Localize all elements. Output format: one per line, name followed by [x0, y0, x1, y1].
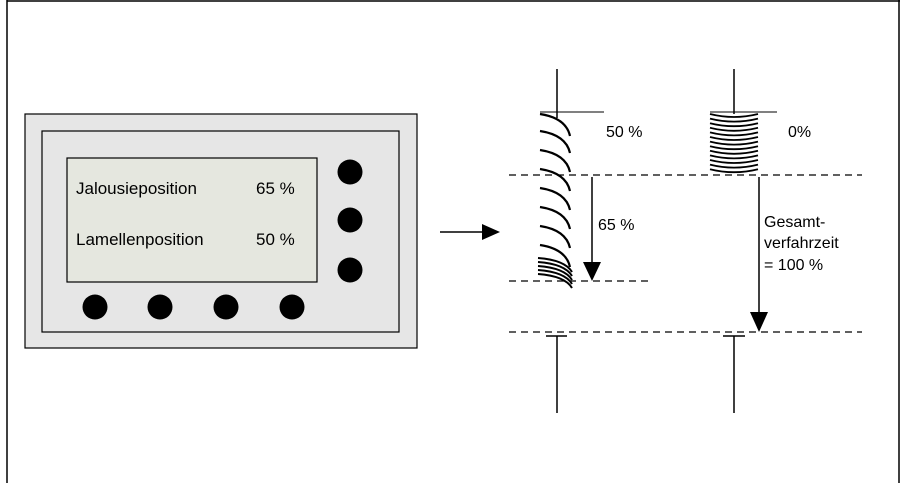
- display-row2-label: Lamellenposition: [76, 230, 204, 249]
- right-slat: [709, 168, 759, 174]
- control-panel: Jalousieposition 65 % Lamellenposition 5…: [24, 113, 418, 349]
- display-row2-value: 50 %: [256, 230, 295, 249]
- right-slat: [709, 117, 759, 123]
- bottom-button-4[interactable]: [279, 294, 305, 320]
- right-slat: [709, 163, 759, 169]
- right-total-travel-label-1: Gesamt-: [764, 214, 825, 231]
- right-travel-arrowhead: [750, 312, 768, 332]
- right-slat: [709, 159, 759, 164]
- right-slat: [709, 149, 759, 155]
- right-slat: [709, 131, 759, 137]
- left-slat: [537, 261, 573, 277]
- reference-lines: [509, 174, 862, 333]
- bottom-button-2[interactable]: [147, 294, 173, 320]
- left-slat: [537, 257, 573, 273]
- left-slat: [539, 186, 572, 211]
- right-total-travel-label-3: = 100 %: [764, 257, 823, 274]
- left-slat-angle-label: 50 %: [606, 124, 642, 141]
- right-slat: [709, 145, 759, 151]
- left-blind: 50 % 65 %: [537, 69, 642, 413]
- left-slat: [539, 112, 572, 137]
- right-slat: [709, 126, 759, 132]
- bottom-button-1[interactable]: [82, 294, 108, 320]
- left-blind-slats: [537, 112, 573, 289]
- right-slat: [709, 140, 759, 146]
- right-blind: 0% Gesamt- verfahrzeit = 100 %: [709, 69, 839, 413]
- pointer-arrow: [440, 224, 500, 240]
- side-button-2[interactable]: [337, 207, 363, 233]
- left-slat: [537, 265, 573, 281]
- left-slat: [539, 243, 572, 268]
- left-slat: [539, 205, 572, 230]
- left-slat: [539, 167, 572, 192]
- left-travel-label: 65 %: [598, 217, 634, 234]
- right-total-travel-label-2: verfahrzeit: [764, 235, 839, 252]
- panel-display: [66, 157, 318, 283]
- right-slat: [709, 136, 759, 141]
- right-blind-slats: [709, 113, 759, 174]
- right-slat: [709, 113, 759, 118]
- left-slat: [537, 269, 573, 285]
- left-slat: [539, 148, 572, 173]
- display-row1-label: Jalousieposition: [76, 179, 197, 198]
- display-row1-value: 65 %: [256, 179, 295, 198]
- bottom-button-3[interactable]: [213, 294, 239, 320]
- side-button-1[interactable]: [337, 159, 363, 185]
- left-travel-arrowhead: [583, 262, 601, 281]
- outer-frame: [6, 0, 900, 483]
- side-button-3[interactable]: [337, 257, 363, 283]
- left-slat: [537, 273, 573, 289]
- right-slat: [709, 122, 759, 128]
- right-slat: [709, 154, 759, 160]
- left-slat: [539, 129, 572, 154]
- right-slat-angle-label: 0%: [788, 124, 811, 141]
- left-slat: [539, 224, 572, 249]
